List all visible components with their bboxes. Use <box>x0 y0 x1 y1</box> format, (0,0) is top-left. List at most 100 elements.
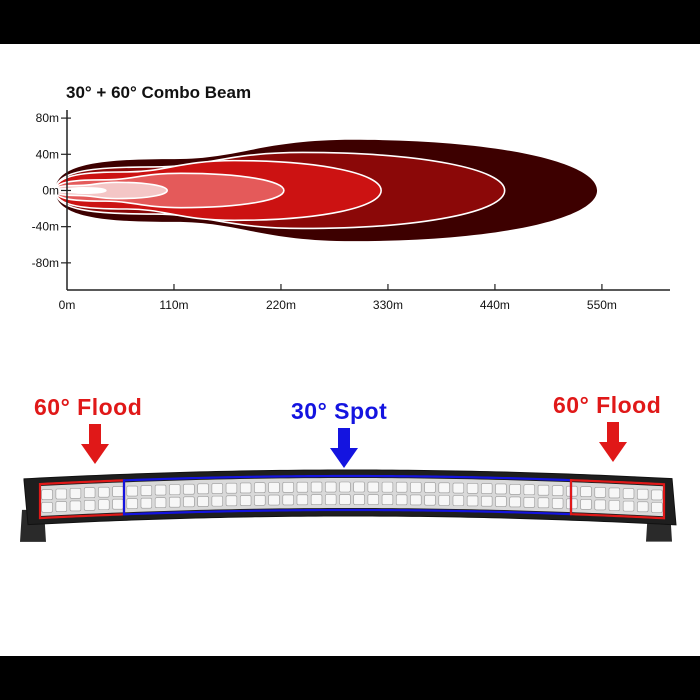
led <box>381 494 394 506</box>
led <box>140 485 153 496</box>
led <box>424 482 436 493</box>
led <box>140 497 153 509</box>
flood-left-label: 60° Flood <box>34 394 143 420</box>
led <box>452 495 465 506</box>
led <box>481 495 493 507</box>
led <box>169 496 181 508</box>
x-tick-label: 220m <box>266 298 296 312</box>
led <box>438 495 450 506</box>
led <box>452 482 465 494</box>
led <box>395 481 408 493</box>
light-bar <box>20 469 677 542</box>
led <box>296 481 309 493</box>
led <box>481 483 493 494</box>
led <box>353 481 365 493</box>
led <box>310 481 323 493</box>
led <box>395 494 408 506</box>
led <box>410 482 422 493</box>
x-tick-label: 550m <box>587 298 617 312</box>
led <box>282 494 294 506</box>
led <box>651 489 663 501</box>
x-tick-label: 110m <box>159 298 188 312</box>
led <box>197 496 209 507</box>
spot-label: 30° Spot <box>291 398 388 424</box>
y-tick-label: 0m <box>42 183 59 197</box>
beam-shapes <box>54 139 598 242</box>
beam-zone-5 <box>54 181 168 200</box>
led <box>126 485 138 497</box>
led <box>154 484 167 496</box>
led <box>154 497 167 508</box>
led <box>239 482 252 494</box>
led <box>83 500 96 511</box>
led <box>594 487 606 498</box>
led <box>254 482 266 494</box>
led <box>325 481 337 493</box>
y-tick-label: -40m <box>32 220 59 234</box>
led <box>622 500 635 512</box>
led <box>225 482 238 494</box>
center-down-arrow-icon <box>330 428 358 468</box>
led <box>41 489 53 500</box>
led <box>580 486 592 498</box>
led <box>211 483 223 494</box>
led <box>211 495 223 507</box>
led <box>367 481 379 493</box>
flood-right-label: 60° Flood <box>553 392 662 418</box>
led <box>254 495 266 506</box>
x-tick-label: 440m <box>480 298 510 312</box>
led <box>438 482 450 494</box>
left-down-arrow-icon <box>81 424 109 464</box>
led <box>651 502 663 513</box>
led <box>381 481 394 493</box>
led <box>69 500 82 512</box>
led <box>112 498 124 510</box>
led <box>608 487 621 499</box>
led <box>509 496 521 508</box>
led <box>183 496 195 508</box>
y-tick-label: -80m <box>32 256 59 270</box>
arrows <box>81 422 627 468</box>
led <box>608 500 621 511</box>
led <box>580 499 592 510</box>
led <box>353 494 365 505</box>
led <box>83 487 96 499</box>
light-bar-illustration <box>20 422 677 542</box>
led <box>112 486 124 497</box>
led <box>296 494 309 506</box>
led <box>495 483 507 495</box>
led <box>268 494 280 506</box>
right-down-arrow-icon <box>599 422 627 462</box>
led <box>339 481 351 493</box>
led <box>495 496 507 507</box>
led <box>637 488 649 500</box>
y-tick-label: 40m <box>36 147 59 161</box>
led <box>523 497 535 508</box>
led <box>424 494 436 506</box>
led <box>268 482 280 493</box>
led <box>225 495 238 507</box>
led <box>367 494 379 505</box>
led <box>466 482 479 494</box>
led <box>622 488 635 499</box>
led <box>594 499 606 511</box>
led <box>69 488 82 499</box>
led <box>183 483 195 495</box>
led <box>551 485 564 496</box>
chart-title: 30° + 60° Combo Beam <box>66 83 252 102</box>
top-black-band <box>0 0 700 44</box>
led <box>466 495 479 507</box>
led-face <box>40 478 664 517</box>
y-tick-label: 80m <box>36 111 59 125</box>
led <box>537 484 550 496</box>
led <box>282 482 294 493</box>
bottom-black-band <box>0 656 700 700</box>
led <box>551 497 564 509</box>
led <box>523 484 535 496</box>
led <box>537 497 550 509</box>
led <box>98 499 110 511</box>
led <box>197 483 209 495</box>
led <box>310 494 323 505</box>
led <box>126 498 138 509</box>
x-tick-label: 330m <box>373 298 403 312</box>
